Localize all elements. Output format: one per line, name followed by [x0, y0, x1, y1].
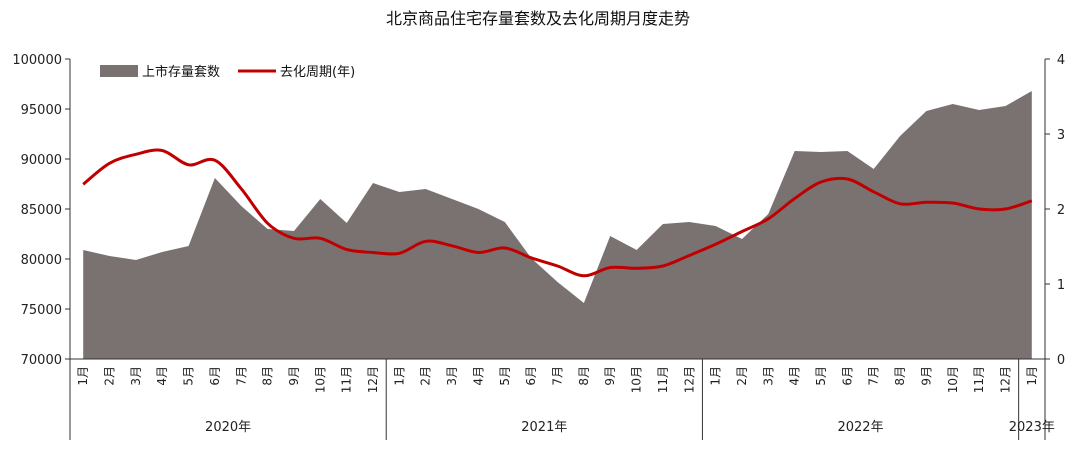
y-right-tick-label: 4	[1057, 53, 1065, 68]
x-tick-label: 1月	[76, 366, 90, 386]
x-tick-label: 2月	[103, 366, 117, 386]
legend-area-label: 上市存量套数	[142, 64, 220, 80]
x-tick-label: 12月	[366, 366, 380, 393]
x-tick-label: 9月	[603, 366, 617, 386]
x-tick-label: 3月	[129, 366, 143, 386]
chart-title: 北京商品住宅存量套数及去化周期月度走势	[386, 9, 690, 28]
x-tick-label: 1月	[709, 366, 723, 386]
x-tick-label: 6月	[208, 366, 222, 386]
x-tick-label: 3月	[445, 366, 459, 386]
y-right-tick-label: 3	[1057, 128, 1065, 143]
x-tick-label: 7月	[867, 366, 881, 386]
x-tick-label: 1月	[1025, 366, 1039, 386]
y-left-tick-label: 100000	[12, 53, 62, 68]
y-right-tick-label: 0	[1057, 353, 1065, 368]
x-tick-label: 4月	[471, 366, 485, 386]
x-tick-label: 2月	[419, 366, 433, 386]
y-right-tick-label: 2	[1057, 203, 1065, 218]
x-tick-label: 4月	[788, 366, 802, 386]
y-left-tick-label: 70000	[21, 353, 62, 368]
x-tick-label: 8月	[261, 366, 275, 386]
x-tick-label: 10月	[946, 366, 960, 393]
y-left-tick-label: 90000	[21, 153, 62, 168]
y-left-tick-label: 95000	[21, 103, 62, 118]
x-tick-label: 5月	[498, 366, 512, 386]
x-tick-label: 11月	[340, 366, 354, 393]
series-line-cycle	[82, 148, 1033, 278]
x-tick-label: 11月	[656, 366, 670, 393]
year-label: 2023年	[1009, 420, 1055, 435]
year-label: 2021年	[521, 420, 567, 435]
year-label: 2022年	[837, 420, 883, 435]
x-tick-label: 12月	[682, 366, 696, 393]
x-tick-label: 6月	[840, 366, 854, 386]
x-tick-label: 4月	[155, 366, 169, 386]
legend: 上市存量套数 去化周期(年)	[100, 64, 355, 80]
x-tick-label: 5月	[182, 366, 196, 386]
x-tick-label: 2月	[735, 366, 749, 386]
y-left-tick-label: 80000	[21, 253, 62, 268]
x-tick-label: 3月	[761, 366, 775, 386]
x-tick-label: 7月	[551, 366, 565, 386]
x-tick-label: 6月	[524, 366, 538, 386]
series-area-stock	[83, 91, 1032, 359]
x-tick-label: 5月	[814, 366, 828, 386]
x-tick-label: 10月	[313, 366, 327, 393]
x-tick-label: 11月	[972, 366, 986, 393]
legend-line-label: 去化周期(年)	[280, 65, 355, 80]
y-left-tick-label: 85000	[21, 203, 62, 218]
plot-area: 70000 75000 80000 85000 90000 95000 100000 0 1 2 3…	[12, 53, 1065, 440]
x-tick-label: 9月	[287, 366, 301, 386]
x-tick-label: 1月	[392, 366, 406, 386]
year-label: 2020年	[205, 420, 251, 435]
x-tick-label: 8月	[577, 366, 591, 386]
y-right-tick-label: 1	[1057, 278, 1065, 293]
legend-area-swatch	[100, 65, 138, 77]
x-tick-label: 12月	[999, 366, 1013, 393]
x-tick-label: 7月	[234, 366, 248, 386]
x-tick-label: 9月	[919, 366, 933, 386]
x-tick-label: 8月	[893, 366, 907, 386]
x-tick-label: 10月	[630, 366, 644, 393]
y-left-tick-label: 75000	[21, 303, 62, 318]
